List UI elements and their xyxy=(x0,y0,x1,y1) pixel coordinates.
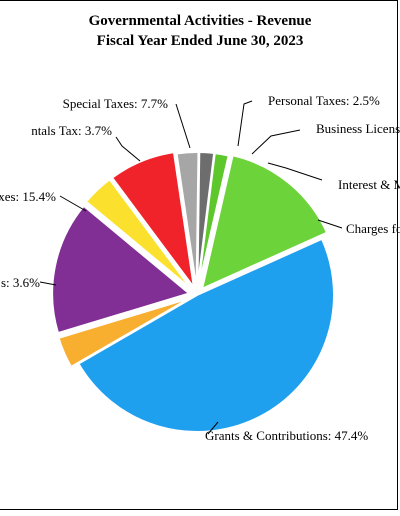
pie-slice xyxy=(57,297,191,369)
leader-line xyxy=(39,281,57,286)
chart-subtitle: Fiscal Year Ended June 30, 2023 xyxy=(96,33,304,49)
pie-slice xyxy=(51,204,192,335)
slice-label: Interest & M xyxy=(338,177,400,192)
pie-slice xyxy=(110,150,195,289)
leader-line xyxy=(175,103,191,149)
slice-label: Grants & Contributions: 47.4% xyxy=(205,428,368,443)
leader-line xyxy=(59,195,87,212)
leader-line xyxy=(251,129,301,155)
pie-slice xyxy=(84,177,193,290)
chart-title: Governmental Activities - Revenue xyxy=(88,13,312,29)
leader-line xyxy=(267,162,323,181)
pie-slice xyxy=(197,152,230,290)
leader-line xyxy=(237,100,253,147)
slice-label: ntals Tax: 3.7% xyxy=(31,123,112,138)
slice-label: s: 3.6% xyxy=(1,275,40,290)
leader-line xyxy=(115,136,141,162)
slice-label: Business Licens xyxy=(316,121,400,136)
leader-line xyxy=(207,421,219,435)
pie-slice xyxy=(77,237,335,433)
slice-label: xes: 15.4% xyxy=(0,189,56,204)
leader-line xyxy=(317,219,343,229)
slice-label: Charges fo xyxy=(346,221,400,236)
slice-label: Special Taxes: 7.7% xyxy=(63,96,169,111)
pie-slice xyxy=(200,154,329,291)
slice-label: Personal Taxes: 2.5% xyxy=(268,93,380,108)
